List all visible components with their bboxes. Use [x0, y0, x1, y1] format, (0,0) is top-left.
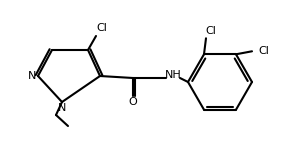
Text: NH: NH	[165, 70, 181, 80]
Text: N: N	[28, 71, 36, 81]
Text: Cl: Cl	[206, 26, 216, 36]
Text: Cl: Cl	[259, 46, 269, 56]
Text: Cl: Cl	[97, 23, 107, 33]
Text: O: O	[129, 97, 137, 107]
Text: N: N	[58, 103, 66, 113]
